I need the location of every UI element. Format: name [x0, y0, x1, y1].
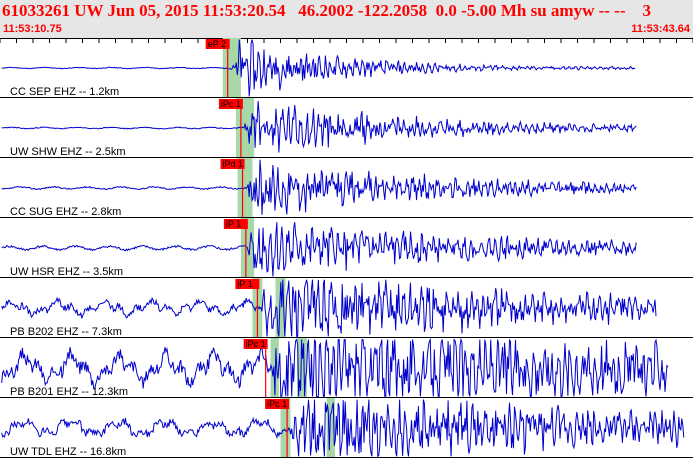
waveform-trace: [1, 39, 636, 97]
trace-panel-2: iPc 1 UW SHW EHZ -- 2.5km: [0, 98, 693, 158]
trace-panel-1: eP 2 CC SEP EHZ -- 1.2km: [0, 38, 693, 98]
station-label: PB B201 EHZ -- 12.3km: [10, 386, 128, 398]
station-label: CC SEP EHZ -- 1.2km: [10, 86, 119, 98]
pick-label: iP 1: [226, 219, 241, 229]
pick-label: iPd 1: [223, 159, 244, 169]
pick-label: iPc 1: [267, 399, 287, 409]
waveform-trace: [1, 222, 637, 277]
pick-marker: [235, 279, 260, 289]
station-label: UW TDL EHZ -- 16.8km: [10, 446, 126, 458]
pick-marker: [265, 399, 290, 409]
station-label: UW SHW EHZ -- 2.5km: [10, 146, 126, 158]
trace-panel-5: iP 1 PB B202 EHZ -- 7.3km: [0, 278, 693, 338]
header-bar: 61033261 UW Jun 05, 2015 11:53:20.54 46.…: [0, 0, 693, 38]
trace-panel-7: iPc 1 UW TDL EHZ -- 16.8km: [0, 398, 693, 458]
event-title: 61033261 UW Jun 05, 2015 11:53:20.54 46.…: [2, 1, 651, 20]
pick-label: iPc 1: [221, 99, 241, 109]
pick-window-band: [270, 338, 279, 398]
waveform-trace: [1, 337, 669, 398]
pick-marker: [220, 159, 245, 169]
trace-panel-6: iPc 1 PB B201 EHZ -- 12.3km: [0, 337, 693, 398]
pick-label: iPc 1: [246, 339, 266, 349]
pick-marker: [205, 39, 230, 49]
trace-panel-4: iP 1 UW HSR EHZ -- 3.5km: [0, 218, 693, 278]
end-time: 11:53:43.64: [631, 23, 690, 35]
pick-marker: [243, 339, 268, 349]
start-time: 11:53:10.75: [3, 23, 62, 35]
pick-window-band: [297, 338, 307, 398]
pick-marker: [223, 219, 248, 229]
pick-window-band: [326, 398, 335, 458]
trace-panel-3: iPd 1 CC SUG EHZ -- 2.8km: [0, 158, 693, 218]
pick-label: iP 1: [237, 279, 252, 289]
waveform-trace: [1, 159, 637, 215]
station-label: UW HSR EHZ -- 3.5km: [10, 266, 123, 278]
station-label: CC SUG EHZ -- 2.8km: [10, 206, 121, 218]
pick-label: eP 2: [208, 39, 226, 49]
waveform-trace: [1, 399, 685, 458]
pick-marker: [218, 99, 243, 109]
station-label: PB B202 EHZ -- 7.3km: [10, 326, 122, 338]
seismogram-plot: eP 2 CC SEP EHZ -- 1.2km iPc 1 UW SHW EHZ -…: [0, 38, 693, 458]
pick-window-band: [280, 398, 291, 458]
waveform-trace: [1, 279, 657, 337]
pick-window-band: [275, 278, 286, 338]
waveform-trace: [1, 101, 637, 153]
